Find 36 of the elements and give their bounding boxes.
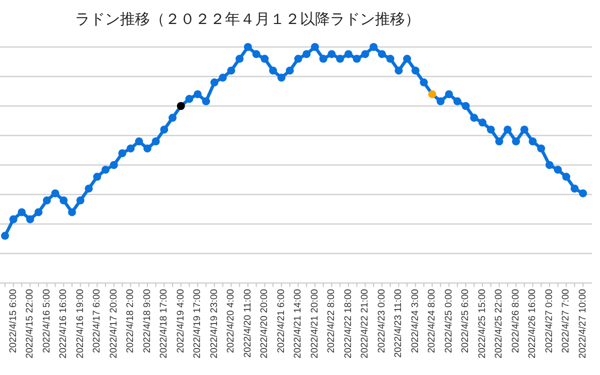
x-tick-label: 2022/4/23 0:00 bbox=[376, 289, 388, 354]
x-tick-label: 2022/4/24 8:00 bbox=[426, 289, 438, 354]
x-tick-label: 2022/4/15 6:00 bbox=[8, 289, 19, 354]
x-tick-label: 2022/4/22 18:00 bbox=[342, 289, 354, 358]
x-tick-label: 2022/4/21 6:00 bbox=[276, 289, 287, 354]
x-tick-label: 2022/4/18 2:00 bbox=[125, 289, 136, 354]
x-tick-label: 2022/4/23 11:00 bbox=[393, 289, 404, 358]
x-tick-label: 2022/4/22 8:00 bbox=[326, 289, 338, 354]
x-tick-label: 2022/4/19 4:00 bbox=[175, 289, 186, 354]
x-tick-label: 2022/4/25 22:00 bbox=[494, 289, 505, 358]
x-tick-label: 2022/4/17 6:00 bbox=[92, 289, 103, 354]
x-tick-label: 2022/4/21 14:00 bbox=[292, 289, 304, 358]
x-tick-label: 2022/4/15 22:00 bbox=[24, 289, 36, 358]
x-tick-label: 2022/4/25 6:00 bbox=[460, 289, 472, 354]
x-tick-label: 2022/4/25 15:00 bbox=[476, 289, 488, 358]
x-tick-label: 2022/4/21 20:00 bbox=[309, 289, 320, 358]
x-tick-label: 2022/4/17 20:00 bbox=[108, 289, 120, 358]
x-tick-label: 2022/4/27 7:00 bbox=[560, 289, 572, 354]
x-tick-label: 2022/4/24 3:00 bbox=[410, 289, 421, 354]
x-tick-label: 2022/4/25 0:00 bbox=[443, 289, 454, 354]
x-tick-label: 2022/4/19 17:00 bbox=[192, 289, 204, 358]
x-tick-label: 2022/4/19 23:00 bbox=[208, 289, 220, 358]
x-tick-label: 2022/4/27 10:00 bbox=[578, 289, 588, 358]
x-tick-label: 2022/4/27 0:00 bbox=[544, 289, 555, 354]
x-tick-label: 2022/4/20 4:00 bbox=[226, 289, 237, 354]
x-tick-label: 2022/4/26 16:00 bbox=[527, 289, 538, 358]
x-tick-label: 2022/4/22 21:00 bbox=[360, 289, 371, 358]
x-tick-label: 2022/4/16 19:00 bbox=[74, 289, 86, 358]
x-tick-label: 2022/4/18 9:00 bbox=[142, 289, 153, 354]
x-tick-label: 2022/4/16 16:00 bbox=[58, 289, 70, 358]
x-tick-label: 2022/4/20 11:00 bbox=[242, 289, 254, 358]
x-tick-label: 2022/4/18 17:00 bbox=[158, 289, 170, 358]
x-tick-label: 2022/4/20 20:00 bbox=[259, 289, 270, 358]
x-tick-label: 2022/4/26 8:00 bbox=[510, 289, 522, 354]
chart-title: ラドン推移（２０２２年４月１２以降ラドン推移） bbox=[75, 10, 420, 28]
x-tick-label: 2022/4/16 5:00 bbox=[41, 289, 52, 354]
